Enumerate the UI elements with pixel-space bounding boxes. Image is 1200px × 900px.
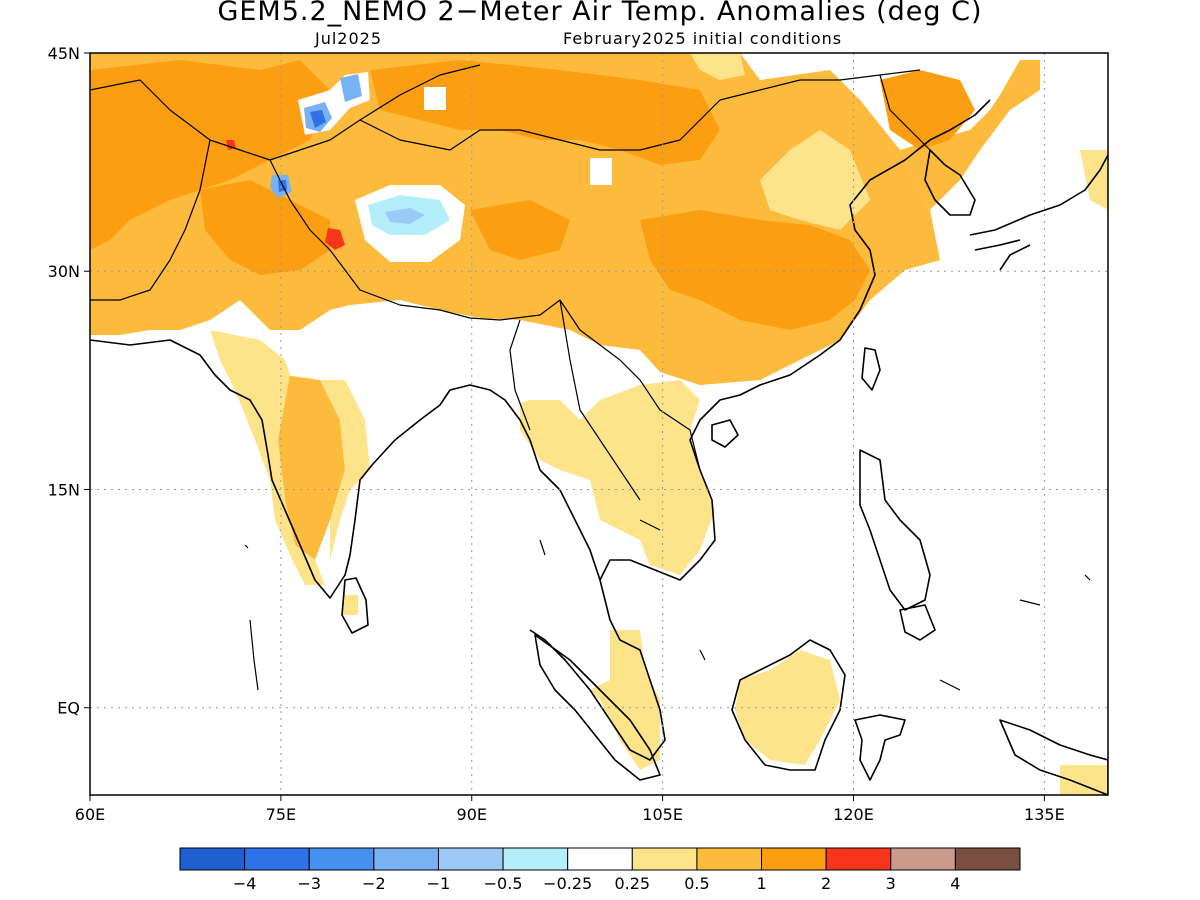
anomaly-region-1-2-tibet-east: [470, 200, 570, 260]
anomaly-region-2-3-a: [325, 228, 345, 250]
lon-tick-label: 60E: [75, 805, 105, 824]
legend-label: −0.25: [543, 874, 592, 893]
anomaly-region-white-patch-b: [590, 158, 612, 185]
coastline-taiwan: [861, 347, 881, 391]
legend-label: 4: [950, 874, 960, 893]
lon-tick-label: 75E: [266, 805, 296, 824]
legend-label: 0.5: [684, 874, 709, 893]
lat-tick-label: 30N: [48, 262, 80, 281]
anomaly-region-1-2-mongolia: [370, 60, 720, 165]
anomaly-region-0p25-0p5-japan: [1080, 150, 1108, 210]
anomaly-region-0p25-0p5-india-b: [320, 380, 370, 560]
coastline-philippines: [859, 449, 936, 641]
lon-tick-label: 105E: [642, 805, 683, 824]
anomaly-region-1-2-pakistan: [200, 180, 330, 275]
legend-swatch: [373, 847, 439, 871]
anomaly-region-0p25-0p5-indochina: [520, 380, 715, 575]
axis-labels: 60E 75E 90E 105E 120E 135E 45N 30N 15N EQ: [48, 44, 1065, 824]
initial-conditions-label: February2025 initial conditions: [563, 29, 843, 48]
legend-swatch: [696, 847, 763, 871]
islands: [244, 519, 1091, 691]
legend-label: −4: [233, 874, 257, 893]
coastline-india: [90, 339, 541, 599]
legend-swatch: [179, 847, 246, 871]
legend-label: −1: [427, 874, 451, 893]
legend-swatch: [244, 847, 310, 871]
anomaly-region-0p5-1-india: [278, 375, 345, 560]
map-title: GEM5.2_NEMO 2−Meter Air Temp. Anomalies …: [217, 0, 983, 27]
legend-swatch: [567, 847, 633, 871]
anomaly-region-0p25-0p5-peninsula: [590, 630, 660, 770]
anomaly-region-0p25-0p5-ne: [690, 53, 745, 80]
anomaly-region-neg-tianshan-2: [310, 110, 326, 128]
anomaly-field: [90, 53, 1108, 795]
coastline-korea: [924, 149, 976, 216]
anomaly-region-1-2-china-central: [640, 210, 870, 330]
graticule: [90, 53, 1108, 795]
coastline-sumatra: [534, 634, 661, 781]
anomaly-region-1-2-central-asia: [90, 60, 330, 250]
map-frame: [89, 52, 1109, 796]
border-lines: [90, 64, 931, 501]
anomaly-region-0p5-1-korea: [900, 60, 1040, 210]
coastline-sulawesi: [854, 714, 906, 781]
color-legend: −4 −3 −2 −1 −0.5 −0.25 0.25 0.5 1 2 3 4: [179, 847, 1021, 893]
legend-swatch: [890, 847, 956, 871]
coastline-borneo: [731, 639, 846, 771]
legend-label: −0.5: [484, 874, 523, 893]
anomaly-region-neg-tibet-0p5: [385, 208, 425, 224]
coastlines: [90, 64, 1108, 795]
legend-label: 2: [821, 874, 831, 893]
anomaly-region-0p25-0p5-borneo: [735, 650, 840, 765]
legend-label: 0.25: [614, 874, 650, 893]
anomaly-region-white-patch-a: [424, 87, 446, 110]
legend-swatch: [825, 847, 892, 871]
coastline-hainan: [711, 419, 739, 448]
legend-swatch: [761, 847, 827, 871]
legend-label: −3: [297, 874, 321, 893]
lon-tick-label: 90E: [457, 805, 487, 824]
lat-tick-label: 45N: [48, 44, 80, 63]
coastline-srilanka: [341, 577, 369, 634]
legend-swatch: [502, 847, 569, 871]
lon-tick-label: 135E: [1024, 805, 1065, 824]
lat-tick-label: 15N: [48, 480, 80, 499]
coastline-japan: [969, 154, 1108, 271]
legend-swatch: [954, 847, 1021, 871]
lon-tick-label: 120E: [833, 805, 874, 824]
anomaly-region-0p25-0p5-china-s: [760, 130, 870, 230]
anomaly-region-neg-tianshan-3: [340, 74, 362, 102]
anomaly-region-0p25-0p5-sw-ne: [1060, 765, 1108, 795]
legend-swatch: [437, 847, 504, 871]
legend-swatch: [308, 847, 375, 871]
coastline-indochina: [529, 99, 991, 761]
coastline-newguinea: [999, 719, 1108, 795]
anomaly-region-0p25-0p5-srilanka: [343, 595, 358, 615]
valid-month-label: Jul2025: [315, 29, 383, 48]
anomaly-region-white-bangladesh: [470, 340, 540, 410]
legend-label: −2: [362, 874, 386, 893]
legend-swatch: [631, 847, 698, 871]
lat-tick-label: EQ: [57, 699, 80, 718]
legend-label: 1: [756, 874, 766, 893]
legend-label: 3: [886, 874, 896, 893]
